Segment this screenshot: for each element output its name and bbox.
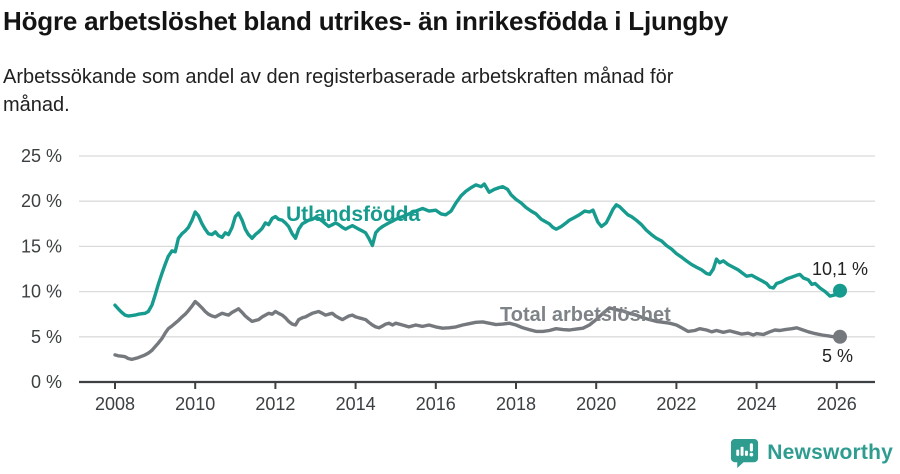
page-subtitle: Arbetssökande som andel av den registerb… (3, 66, 674, 116)
y-axis-label: 25 % (21, 146, 62, 166)
y-axis-label: 10 % (21, 282, 62, 302)
end-value-annotation-total: 5 % (821, 346, 853, 366)
y-axis-label: 20 % (21, 191, 62, 211)
utlandsfodda-line (113, 182, 842, 318)
total-arbetsloshet-line (113, 299, 842, 362)
newsworthy-brand-text: Newsworthy (767, 440, 893, 464)
y-axis-label: 15 % (21, 236, 62, 256)
x-axis-label: 2018 (496, 394, 536, 414)
x-axis-label: 2020 (576, 394, 616, 414)
x-axis-label: 2026 (817, 394, 857, 414)
series-label-utlandsfodda: Utlandsfödda (286, 203, 421, 226)
y-axis-label: 5 % (31, 327, 62, 347)
page-title: Högre arbetslöshet bland utrikes- än inr… (3, 6, 728, 36)
y-axis-label: 0 % (31, 372, 62, 392)
newsworthy-logo[interactable]: Newsworthy (729, 437, 893, 468)
utlandsfodda-end-dot (833, 283, 847, 298)
x-axis-label: 2008 (95, 394, 135, 414)
end-value-annotation-utlandsfodda: 10,1 % (811, 259, 868, 279)
x-axis-label: 2024 (737, 394, 777, 414)
x-axis-label: 2010 (175, 394, 215, 414)
x-axis-label: 2012 (255, 394, 295, 414)
total-arbetsloshet-end-dot (833, 329, 847, 344)
newsworthy-logo-icon (731, 438, 759, 468)
x-axis-label: 2016 (416, 394, 456, 414)
series-label-total-arbetsloshet: Total arbetslöshet (500, 304, 671, 326)
x-axis-label: 2014 (336, 394, 376, 414)
x-axis-label: 2022 (656, 394, 696, 414)
